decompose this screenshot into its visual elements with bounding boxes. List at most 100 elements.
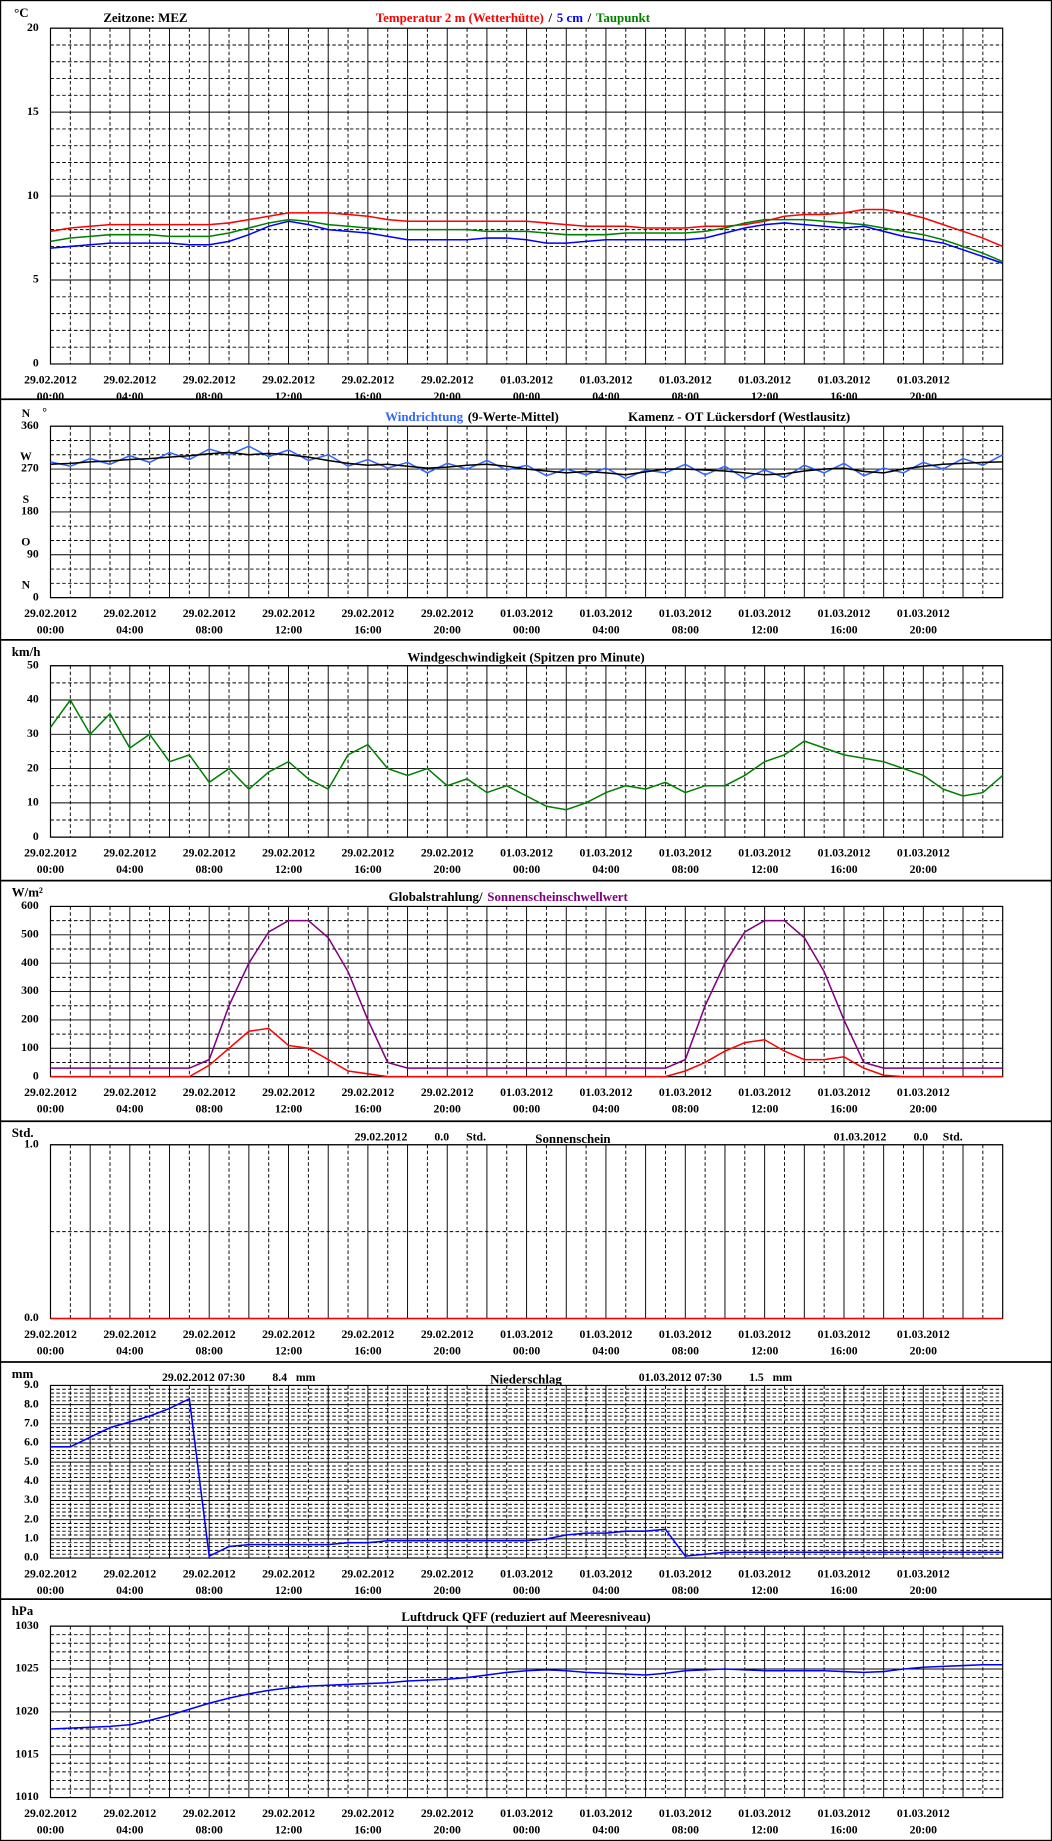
x-tick-time: 04:00 [116,623,144,636]
x-tick-label: 29.02.2012 00:00 [24,846,77,875]
x-tick-date: 29.02.2012 [183,607,236,620]
x-tick-date: 01.03.2012 [818,1328,871,1341]
x-tick-time: 00:00 [513,1102,541,1115]
x-tick-time: 12:00 [751,1584,779,1597]
compass-label: S [23,493,30,506]
plot-frame [49,665,1004,838]
x-tick-label: 01.03.2012 20:00 [897,1328,950,1357]
plot-frame [49,27,1004,365]
x-tick-date: 01.03.2012 [580,846,633,859]
x-tick-time: 08:00 [672,1584,700,1597]
x-tick-date: 01.03.2012 [897,1086,950,1099]
x-tick-time: 12:00 [275,863,303,876]
x-tick-date: 01.03.2012 [659,607,712,620]
y-tick-label: 1.0 [24,1532,39,1545]
x-tick-date: 01.03.2012 [738,1807,791,1820]
x-tick-label: 01.03.2012 04:00 [580,607,633,636]
plot-frame [49,1625,1004,1799]
x-tick-date: 29.02.2012 [341,373,394,386]
x-tick-date: 01.03.2012 [897,1807,950,1820]
x-tick-date: 29.02.2012 [183,1086,236,1099]
x-tick-label: 29.02.2012 16:00 [341,1567,394,1596]
x-tick-label: 29.02.2012 04:00 [103,1086,156,1115]
x-tick-date: 01.03.2012 [738,1567,791,1580]
x-tick-label: 01.03.2012 00:00 [500,607,553,636]
y-tick-label: 0.0 [24,1551,39,1564]
x-tick-date: 29.02.2012 [341,846,394,859]
y-tick-label: 600 [21,899,39,912]
x-tick-label: 01.03.2012 00:00 [500,1567,553,1596]
total-value: 8.4 [272,1371,287,1384]
series-line [50,445,1004,480]
x-tick-time: 12:00 [751,390,779,403]
y-tick-label: 40 [27,693,39,706]
y-tick-label: 50 [27,658,39,671]
series-line [50,220,1003,264]
x-tick-time: 04:00 [592,1102,620,1115]
plot-frame [49,425,1004,599]
x-tick-label: 29.02.2012 08:00 [183,1086,236,1115]
y-tick-label: 1.0 [24,1137,39,1150]
x-tick-time: 12:00 [275,1102,303,1115]
x-tick-date: 29.02.2012 [341,1086,394,1099]
total-unit: mm [296,1371,316,1384]
y-tick-label: 300 [21,984,39,997]
x-tick-time: 20:00 [434,1584,462,1597]
x-tick-date: 29.02.2012 [183,373,236,386]
x-tick-label: 01.03.2012 08:00 [659,1328,712,1357]
compass-label: O [21,536,30,549]
y-tick-label: 1010 [15,1790,39,1803]
x-tick-label: 01.03.2012 04:00 [580,1086,633,1115]
y-tick-label: 5.0 [24,1455,39,1468]
y-tick-label: 1020 [15,1705,39,1718]
x-tick-time: 08:00 [195,1823,223,1836]
y-tick-label: 9.0 [24,1378,39,1391]
x-tick-time: 20:00 [910,863,938,876]
x-tick-date: 29.02.2012 [24,846,77,859]
x-tick-time: 12:00 [275,1344,303,1357]
x-tick-label: 01.03.2012 08:00 [659,607,712,636]
series-line [50,919,1003,1069]
x-tick-time: 20:00 [434,390,462,403]
x-tick-date: 01.03.2012 [500,373,553,386]
x-tick-date: 01.03.2012 [738,373,791,386]
x-tick-date: 29.02.2012 [341,1328,394,1341]
x-tick-date: 01.03.2012 [580,1086,633,1099]
x-tick-date: 01.03.2012 [818,607,871,620]
x-tick-label: 29.02.2012 20:00 [421,607,474,636]
y-tick-label: 360 [21,419,39,432]
legend-text: (9-Werte-Mittel) [468,409,559,424]
x-tick-time: 12:00 [751,1823,779,1836]
x-tick-label: 01.03.2012 00:00 [500,1807,553,1836]
y-tick-label: 8.0 [24,1397,39,1410]
x-tick-label: 29.02.2012 00:00 [24,1328,77,1357]
x-tick-label: 29.02.2012 20:00 [421,846,474,875]
legend-text: / [587,10,592,25]
x-tick-date: 29.02.2012 [262,1328,315,1341]
x-tick-time: 16:00 [354,1102,382,1115]
y-tick-label: 100 [21,1041,39,1054]
y-tick-label: 15 [27,105,39,118]
x-tick-time: 12:00 [275,1584,303,1597]
x-tick-label: 01.03.2012 16:00 [818,1328,871,1357]
x-tick-label: 29.02.2012 00:00 [24,607,77,636]
x-tick-date: 01.03.2012 [500,607,553,620]
x-tick-time: 00:00 [37,1584,65,1597]
x-tick-time: 20:00 [910,1823,938,1836]
x-tick-date: 01.03.2012 [580,1807,633,1820]
total-date: 01.03.2012 [834,1130,887,1143]
x-tick-label: 29.02.2012 16:00 [341,846,394,875]
x-tick-time: 04:00 [592,1344,620,1357]
x-tick-time: 12:00 [751,623,779,636]
x-tick-label: 29.02.2012 12:00 [262,1086,315,1115]
x-tick-date: 01.03.2012 [897,1567,950,1580]
x-tick-label: 29.02.2012 04:00 [103,1328,156,1357]
x-tick-time: 04:00 [116,1584,144,1597]
x-tick-label: 01.03.2012 08:00 [659,1807,712,1836]
x-tick-date: 01.03.2012 [818,1086,871,1099]
x-tick-time: 08:00 [672,1823,700,1836]
y-tick-label: 1030 [15,1619,39,1632]
legend-text: / [548,10,553,25]
y-tick-label: 10 [27,796,39,809]
y-tick-label: 6.0 [24,1436,39,1449]
